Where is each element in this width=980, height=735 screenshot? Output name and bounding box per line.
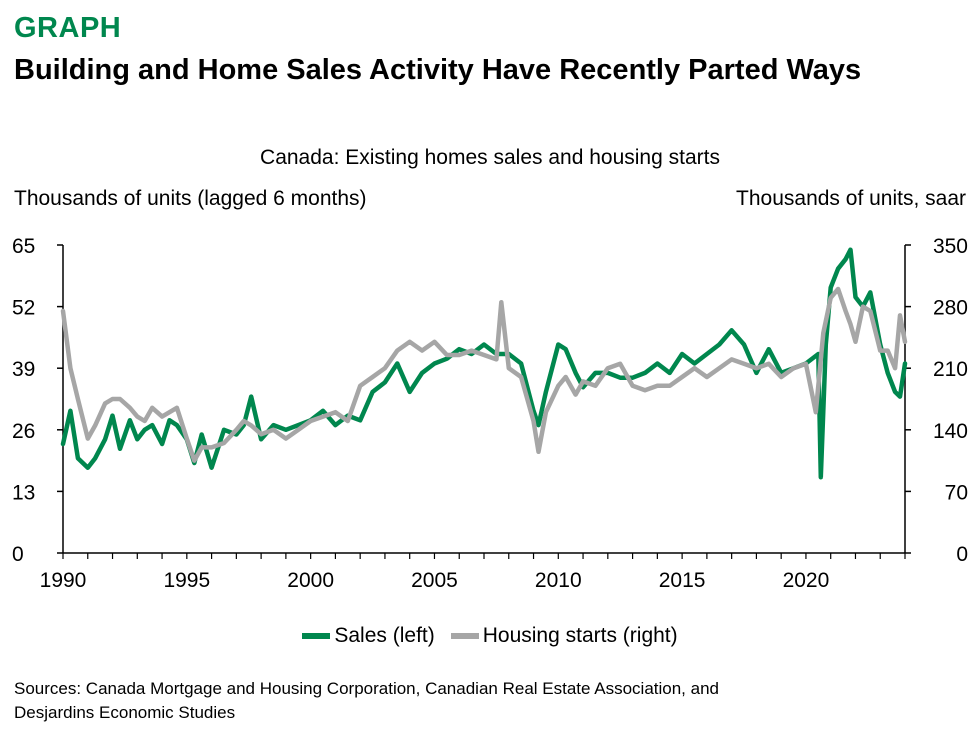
x-tick-label: 2015: [659, 569, 706, 592]
right-tick-label: 140: [933, 420, 968, 443]
right-tick-label: 0: [956, 543, 968, 566]
series-line-housing-starts: [60, 286, 908, 463]
right-tick-label: 70: [945, 481, 968, 504]
chart-title: Canada: Existing homes sales and housing…: [260, 146, 720, 169]
left-tick-label: 39: [12, 358, 35, 381]
legend-item-starts: Housing starts (right): [450, 624, 678, 648]
x-tick-label: 1990: [40, 569, 87, 592]
x-tick-label: 2005: [411, 569, 458, 592]
graph-kicker: GRAPH: [14, 12, 122, 44]
sources-line-2: Desjardins Economic Studies: [14, 703, 236, 722]
x-tick-label: 1995: [163, 569, 210, 592]
left-tick-label: 13: [12, 481, 35, 504]
right-tick-label: 280: [933, 297, 968, 320]
page-title: Building and Home Sales Activity Have Re…: [14, 54, 862, 86]
legend-label-starts: Housing starts (right): [482, 624, 678, 647]
left-axis-label: Thousands of units (lagged 6 months): [14, 187, 367, 210]
sources-note: Sources: Canada Mortgage and Housing Cor…: [14, 677, 914, 725]
legend-label-sales: Sales (left): [334, 624, 435, 647]
right-axis-label: Thousands of units, saar: [736, 187, 966, 210]
right-tick-label: 350: [933, 235, 968, 258]
x-tick-label: 2020: [783, 569, 830, 592]
legend-swatch-starts: [450, 633, 479, 639]
right-tick-label: 210: [933, 358, 968, 381]
x-tick-label: 2000: [287, 569, 334, 592]
left-tick-label: 0: [12, 543, 24, 566]
legend-swatch-sales: [302, 633, 331, 639]
left-tick-label: 26: [12, 420, 35, 443]
left-tick-label: 65: [12, 235, 35, 258]
x-tick-label: 2010: [535, 569, 582, 592]
chart-legend: Sales (left) Housing starts (right): [0, 624, 980, 648]
left-tick-label: 52: [12, 297, 35, 320]
sources-line-1: Sources: Canada Mortgage and Housing Cor…: [14, 679, 719, 698]
legend-item-sales: Sales (left): [302, 624, 435, 648]
